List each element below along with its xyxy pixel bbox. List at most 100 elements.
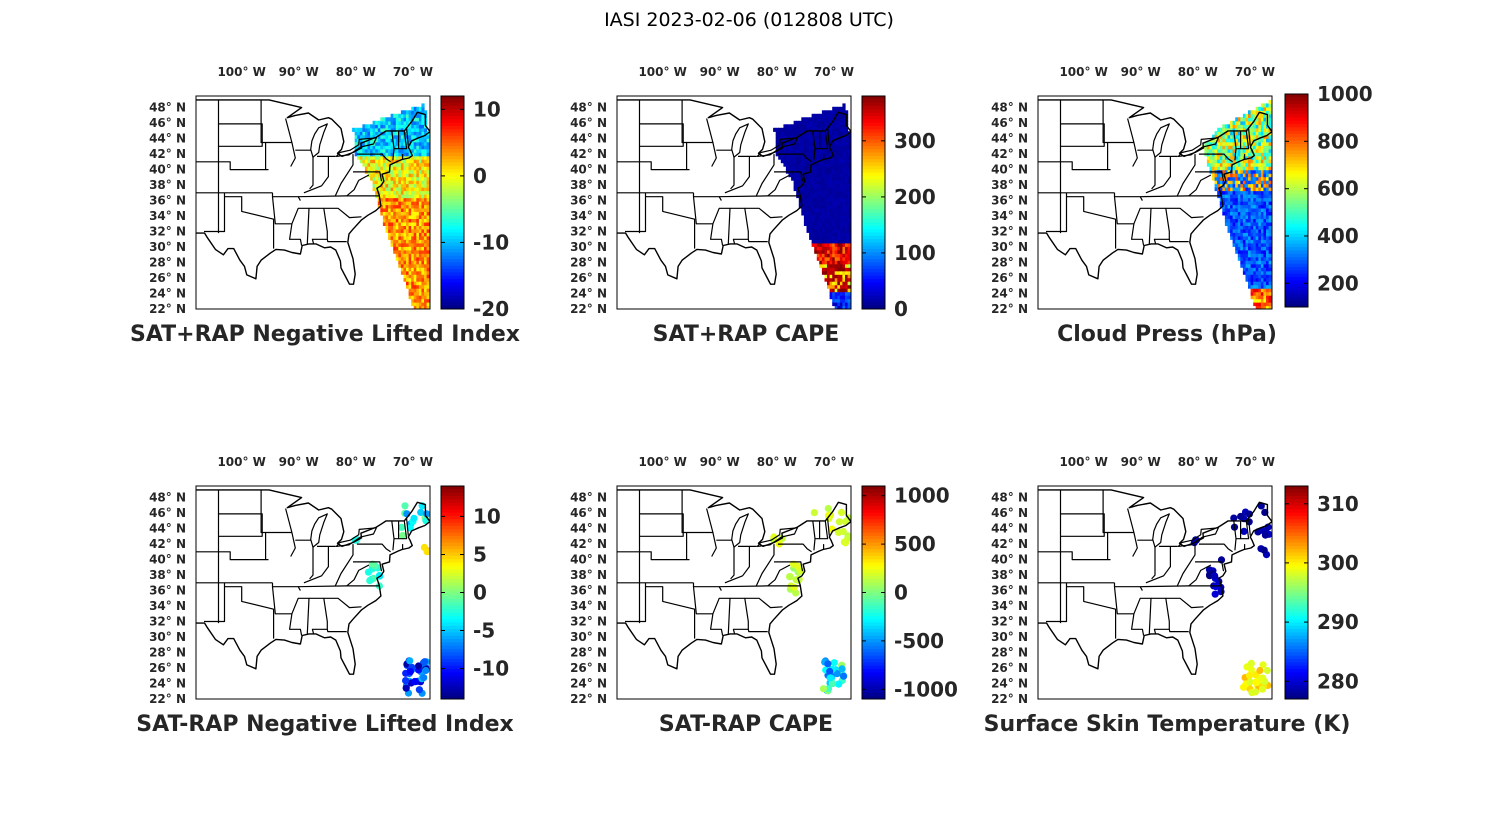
colorbar-segment (862, 489, 885, 494)
swath-cell (1219, 190, 1223, 195)
swath-cell (809, 152, 813, 157)
state-boundary (309, 156, 314, 190)
swath-cell (413, 145, 417, 150)
swath-cell (809, 187, 813, 192)
swath-cell (395, 166, 399, 171)
swath-cell (829, 242, 833, 247)
colorbar-segment (441, 569, 464, 574)
swath-cell (1242, 197, 1247, 202)
swath-cell (832, 277, 836, 282)
swath-cell (418, 302, 423, 307)
swath-cell (816, 228, 820, 233)
swath-cell (821, 138, 826, 143)
colorbar-segment (441, 565, 464, 570)
swath-cell (1235, 173, 1239, 178)
swath-cell (824, 141, 828, 146)
swath-cell (1260, 190, 1265, 195)
swath-cell (1230, 197, 1234, 202)
swath-cell (367, 155, 371, 160)
swath-cell (398, 145, 402, 150)
swath-cell (780, 127, 784, 132)
swath-cell (809, 127, 813, 132)
swath-cell (806, 173, 810, 178)
swath-cell (1237, 249, 1241, 254)
swath-cell (395, 204, 399, 209)
swath-cell (385, 214, 389, 219)
swath-cell (1240, 218, 1244, 223)
swath-cell (424, 232, 428, 237)
swath-cell (1250, 277, 1254, 282)
swath-cell (395, 228, 399, 233)
swath-cell (816, 246, 820, 251)
swath-cell (832, 218, 836, 223)
swath-cell (400, 187, 405, 192)
colorbar-segment (1285, 193, 1308, 198)
swath-cell (406, 263, 410, 268)
swath-cell (1217, 141, 1221, 146)
swath-cell (418, 166, 423, 171)
colorbar-tick-label: 200 (1317, 271, 1359, 295)
state-boundary (271, 582, 301, 591)
swath-cell (1268, 295, 1272, 300)
swath-cell (837, 253, 841, 258)
swath-cell (1258, 141, 1262, 146)
swath-cell (832, 183, 836, 188)
swath-cell (829, 197, 833, 202)
swath-cell (1217, 127, 1221, 132)
swath-cell (847, 246, 851, 251)
state-boundary (204, 582, 226, 623)
colorbar-segment (441, 592, 464, 597)
swath-cell (418, 253, 423, 258)
swath-cell (803, 131, 808, 136)
swath-cell (788, 148, 792, 153)
swath-cell (814, 113, 818, 118)
swath-cell (411, 281, 415, 286)
lat-tick-label: 48° N (570, 491, 607, 505)
swath-cell (1266, 190, 1270, 195)
swath-cell (1230, 228, 1234, 233)
swath-cell (1214, 183, 1218, 188)
swath-cell (1240, 249, 1244, 254)
swath-cell (362, 131, 366, 136)
swath-cell (382, 117, 387, 122)
state-boundary (303, 156, 329, 194)
swath-cell (380, 207, 384, 212)
swath-cell (1206, 155, 1211, 160)
swath-cell (382, 169, 387, 174)
swath-cell (1217, 159, 1221, 164)
swath-cell (377, 162, 381, 167)
swath-cell (421, 211, 425, 216)
colorbar-segment (441, 612, 464, 617)
swath-cell (1245, 141, 1249, 146)
colorbar-segment (441, 209, 464, 213)
swath-cell (832, 214, 836, 219)
swath-cell (411, 214, 415, 219)
swath-cell (819, 162, 823, 167)
swath-cell (1266, 235, 1270, 240)
swath-cell (1266, 263, 1270, 268)
lon-tick-label: 90° W (279, 65, 319, 79)
swath-cell (834, 152, 838, 157)
swath-cell (403, 141, 407, 146)
swath-cell (824, 124, 828, 129)
swath-cell (1255, 134, 1259, 139)
colorbar-segment (441, 215, 464, 220)
colorbar-segment (441, 532, 464, 537)
swath-cell (809, 225, 813, 230)
colorbar-segment (1285, 662, 1308, 667)
swath-cell (824, 242, 828, 247)
swath-cell (816, 214, 820, 219)
swath-cell (421, 113, 425, 118)
swath-cell (842, 187, 846, 192)
state-boundary (291, 207, 310, 244)
colorbar-segment (441, 672, 464, 677)
state-boundary (356, 543, 391, 553)
swath-cell (793, 162, 797, 167)
swath-cell (385, 138, 389, 143)
swath-cell (413, 260, 417, 265)
swath-cell (814, 211, 818, 216)
swath-cell (421, 232, 425, 237)
swath-cell (418, 120, 423, 125)
swath-cell (395, 235, 399, 240)
swath-cell (1255, 166, 1259, 171)
